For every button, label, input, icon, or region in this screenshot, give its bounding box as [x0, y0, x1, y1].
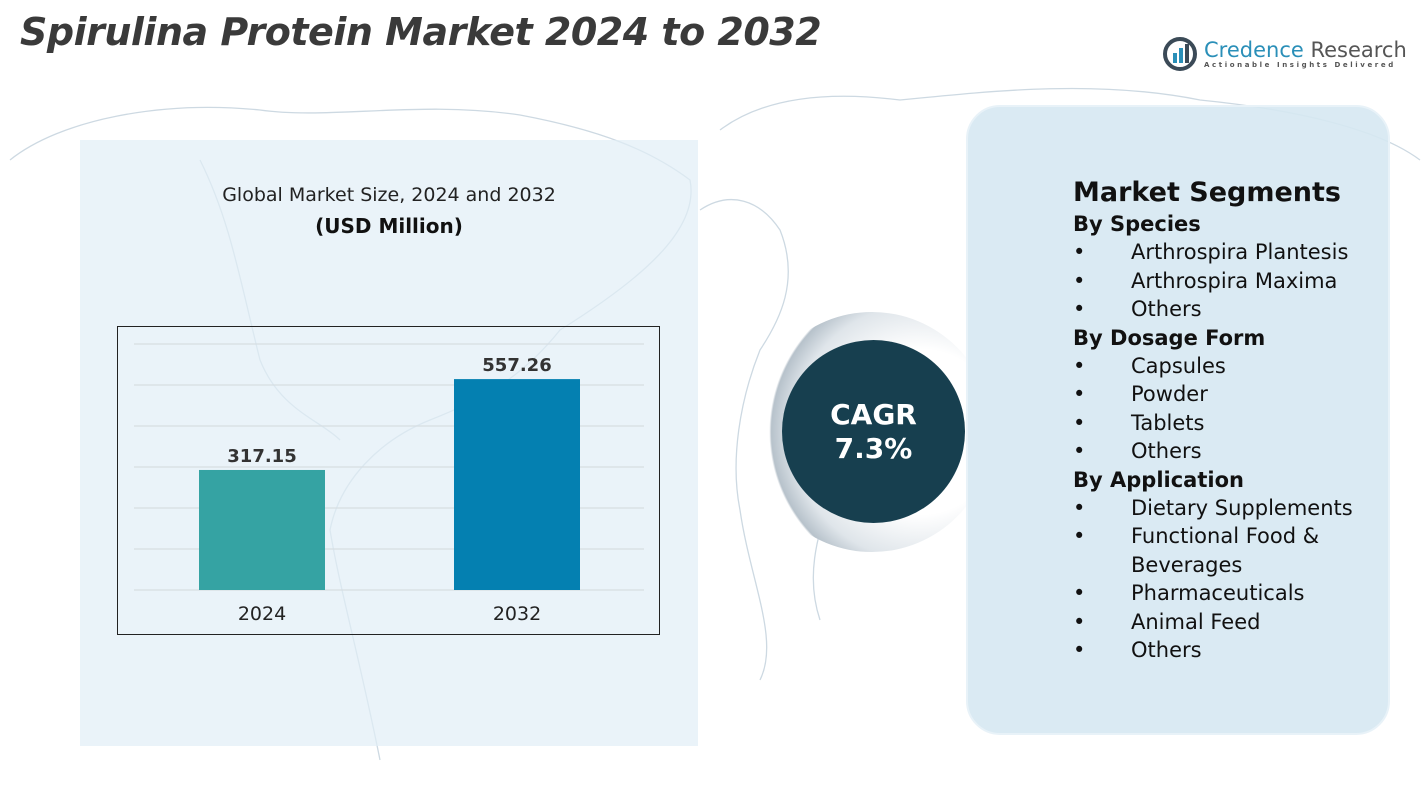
- segment-item-label: Others: [1131, 638, 1202, 662]
- bullet: •: [1073, 439, 1086, 463]
- segment-item: • Arthrospira Plantesis: [1073, 238, 1393, 267]
- x-tick-label: 2024: [238, 603, 286, 625]
- segment-item-label: Dietary Supplements: [1131, 495, 1353, 520]
- bar-chart-svg: 317.15 2024 557.26 2032: [134, 343, 644, 625]
- bullet: •: [1073, 410, 1086, 435]
- segment-item: • Others: [1073, 636, 1393, 665]
- segment-item-label: Others: [1131, 297, 1202, 321]
- data-label: 317.15: [227, 446, 296, 467]
- segment-item-label: Tablets: [1131, 410, 1205, 435]
- x-tick-label: 2032: [493, 603, 541, 625]
- cagr-badge: CAGR 7.3%: [782, 340, 965, 523]
- segment-item-label: Pharmaceuticals: [1131, 581, 1305, 605]
- bar-chart: 317.15 2024 557.26 2032: [117, 326, 660, 635]
- segment-item-label: Others: [1131, 439, 1202, 463]
- bullet: •: [1073, 581, 1086, 605]
- segment-item: • Powder: [1073, 380, 1393, 409]
- bullet: •: [1073, 609, 1086, 634]
- cagr-label: CAGR: [830, 397, 917, 431]
- bullet: •: [1073, 268, 1086, 293]
- logo-name: Credence Research: [1204, 39, 1407, 61]
- bar-2024: [199, 469, 325, 590]
- bullet: •: [1073, 638, 1086, 662]
- segment-heading: By Dosage Form: [1073, 325, 1266, 350]
- bullet: •: [1073, 353, 1086, 378]
- chart-panel: [80, 140, 698, 746]
- segment-item: • Dietary Supplements: [1073, 494, 1393, 523]
- credence-research-logo: Credence Research Actionable Insights De…: [1162, 36, 1407, 72]
- segment-item-label: Functional Food & Beverages: [1131, 524, 1320, 577]
- page-title: Spirulina Protein Market 2024 to 2032: [20, 10, 822, 54]
- bullet: •: [1073, 382, 1086, 406]
- bar-chart-circle-icon: [1163, 37, 1197, 71]
- segments-title: Market Segments: [1073, 177, 1341, 208]
- cagr-value: 7.3%: [834, 431, 913, 465]
- segment-item-label: Powder: [1131, 382, 1208, 406]
- segment-item-label: Capsules: [1131, 353, 1226, 378]
- segment-item-label: Animal Feed: [1131, 609, 1261, 634]
- bullet: •: [1073, 240, 1086, 264]
- bar-2032: [454, 379, 580, 590]
- segment-item: • Animal Feed: [1073, 608, 1393, 637]
- segment-item: • Capsules: [1073, 352, 1393, 381]
- logo-name-part1: Credence: [1204, 38, 1304, 62]
- chart-title: Global Market Size, 2024 and 2032: [222, 184, 556, 206]
- bullet: •: [1073, 297, 1086, 321]
- segment-item: • Others: [1073, 295, 1393, 324]
- chart-subtitle: (USD Million): [315, 214, 463, 238]
- segment-item-label: Arthrospira Maxima: [1131, 268, 1338, 293]
- segment-item: • Tablets: [1073, 409, 1393, 438]
- logo-tagline: Actionable Insights Delivered: [1204, 61, 1396, 69]
- bullet: •: [1073, 524, 1086, 548]
- segment-heading: By Application: [1073, 467, 1244, 492]
- segment-heading: By Species: [1073, 212, 1201, 236]
- market-segments: Market Segments By Species • Arthrospira P…: [1073, 176, 1393, 665]
- segment-item: • Functional Food & Beverages: [1073, 522, 1393, 579]
- segment-item: • Arthrospira Maxima: [1073, 267, 1393, 296]
- logo-name-part2: Research: [1303, 38, 1407, 62]
- segment-item: • Pharmaceuticals: [1073, 579, 1393, 608]
- data-label: 557.26: [482, 355, 551, 376]
- segments-panel: [966, 105, 1390, 735]
- segment-item: • Others: [1073, 437, 1393, 466]
- bullet: •: [1073, 495, 1086, 520]
- segment-item-label: Arthrospira Plantesis: [1131, 240, 1349, 264]
